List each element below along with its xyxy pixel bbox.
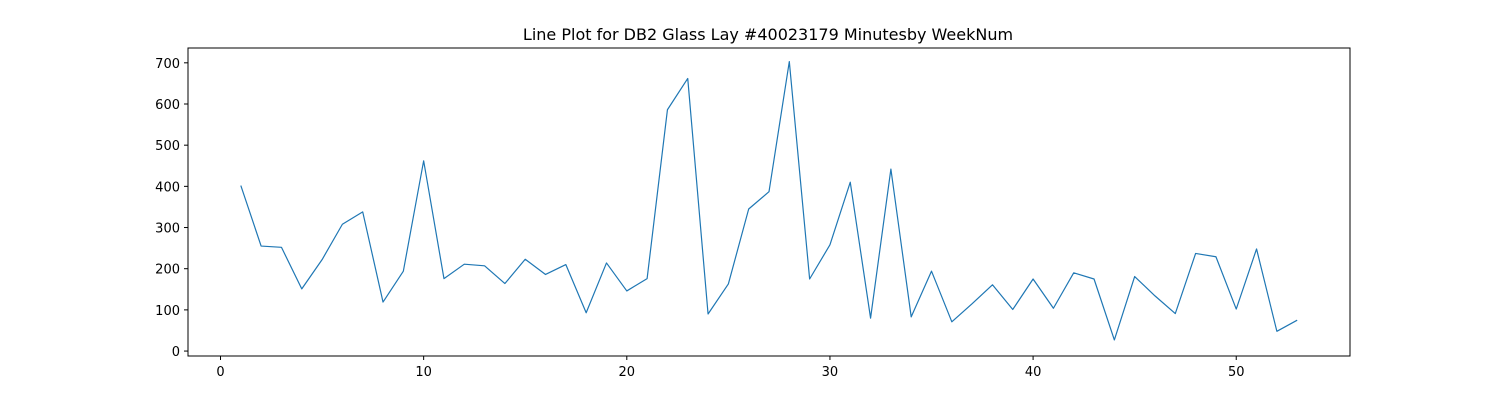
- plot-frame: [187, 47, 1351, 357]
- series-layer: [240, 60, 1298, 341]
- x-tick-label: 20: [619, 365, 636, 380]
- series-line: [240, 60, 1298, 341]
- x-tick-label: 10: [415, 365, 432, 380]
- x-tick-label: 0: [216, 365, 224, 380]
- x-tick-label: 40: [1025, 365, 1042, 380]
- y-tick-label: 100: [155, 304, 180, 319]
- y-tick-label: 200: [155, 263, 180, 278]
- x-tick-label: 50: [1228, 365, 1245, 380]
- y-tick-label: 700: [155, 57, 180, 72]
- y-tick-label: 500: [155, 139, 180, 154]
- y-tick-label: 600: [155, 98, 180, 113]
- y-tick-label: 300: [155, 222, 180, 237]
- y-tick-label: 0: [172, 345, 180, 360]
- x-tick-label: 30: [822, 365, 839, 380]
- y-tick-label: 400: [155, 180, 180, 195]
- chart-title: Line Plot for DB2 Glass Lay #40023179 Mi…: [523, 25, 1013, 44]
